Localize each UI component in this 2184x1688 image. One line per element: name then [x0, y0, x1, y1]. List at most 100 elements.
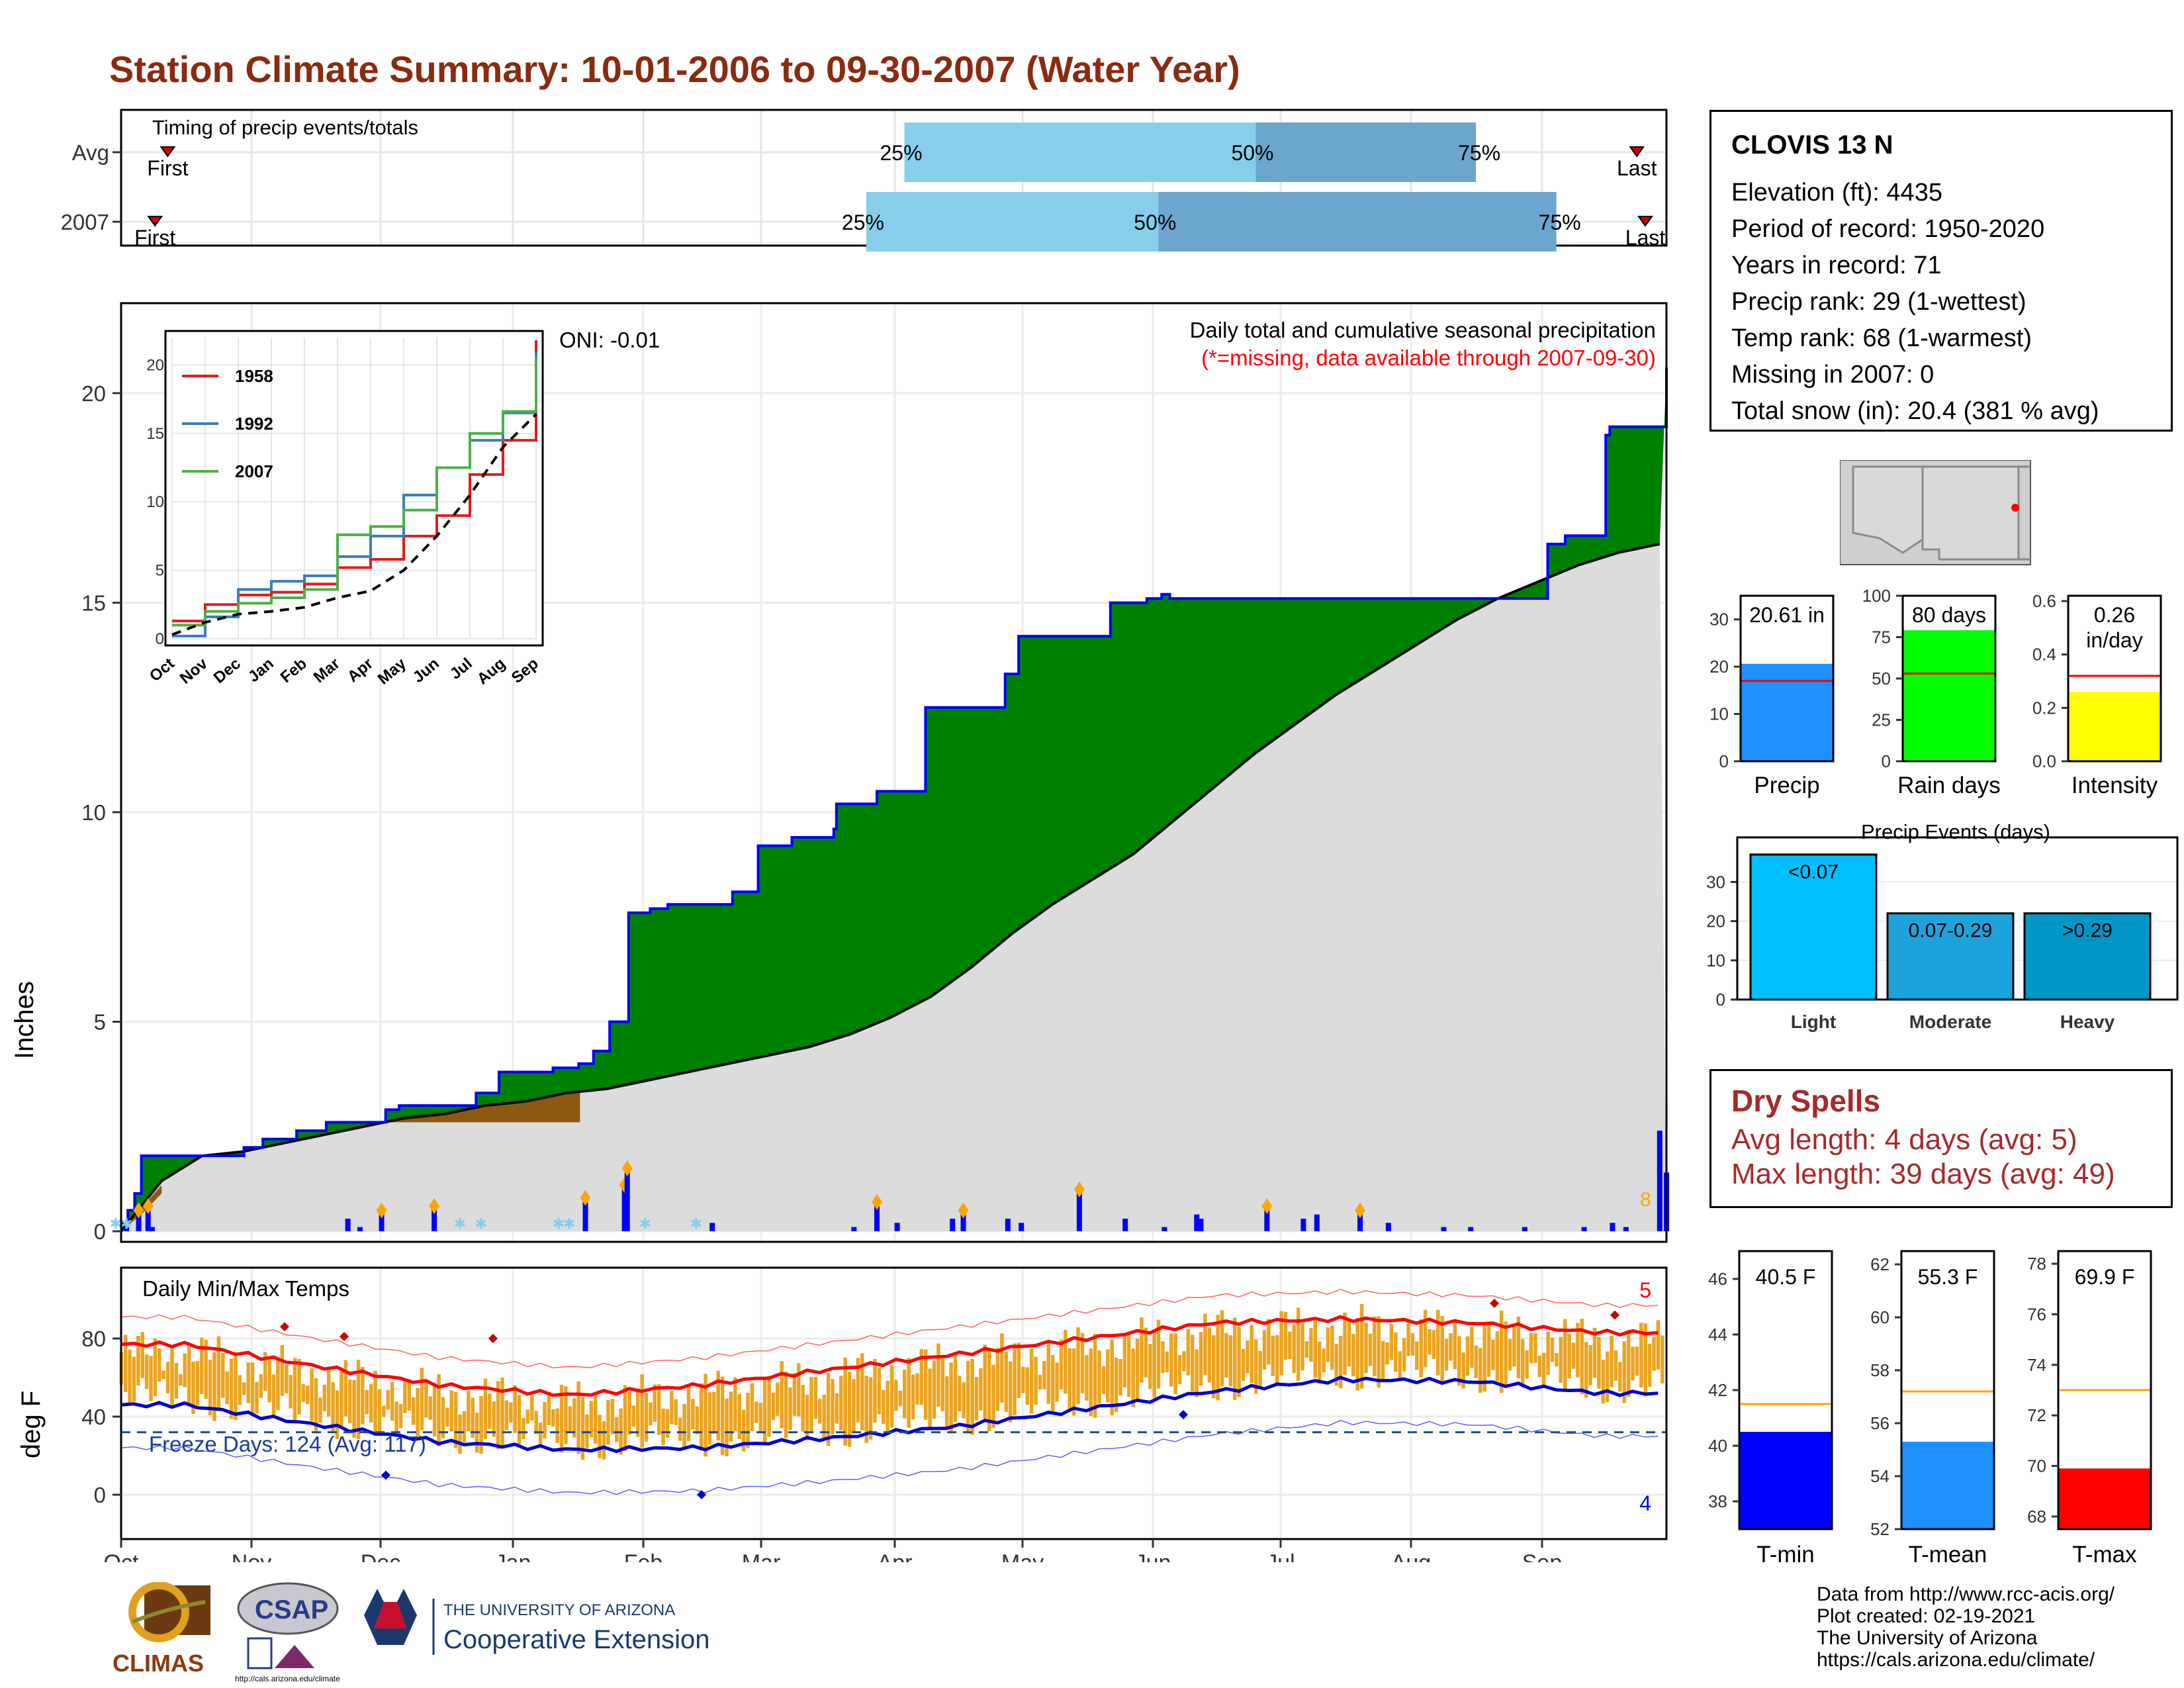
daily-temp-bar [644, 1392, 649, 1442]
daily-precip-bar [960, 1210, 966, 1231]
daily-temp-bar [1588, 1344, 1592, 1385]
daily-precip-bar [1357, 1210, 1363, 1231]
daily-temp-bar [522, 1418, 525, 1439]
daily-temp-bar [496, 1381, 500, 1450]
daily-temp-bar [386, 1389, 390, 1410]
daily-temp-bar [1610, 1335, 1614, 1387]
daily-temp-bar [1000, 1333, 1004, 1403]
y-tick-label: 30 [1709, 610, 1729, 630]
daily-temp-bar [1359, 1303, 1364, 1389]
station-marker [2011, 504, 2019, 512]
daily-temp-bar [1516, 1316, 1521, 1379]
daily-temp-bar [1071, 1348, 1076, 1416]
summary-bar [1903, 629, 1995, 761]
daily-temp-bar [1080, 1333, 1085, 1393]
daily-temp-bar [1546, 1331, 1550, 1375]
y-tick-label: 10 [1709, 704, 1729, 724]
daily-temp-bar [776, 1382, 780, 1416]
y-tick-label: 70 [2027, 1456, 2046, 1476]
station-line: Temp rank: 68 (1-warmest) [1731, 324, 2032, 352]
temp-summary-bar [2058, 1468, 2151, 1529]
daily-temp-bar [1258, 1350, 1262, 1387]
daily-temp-bar [1377, 1316, 1381, 1388]
daily-temp-bar [1148, 1344, 1152, 1389]
daily-temp-bar [1368, 1333, 1373, 1366]
daily-temp-bar [949, 1362, 953, 1434]
legend-label: 2007 [235, 461, 273, 481]
daily-temp-bar [356, 1360, 361, 1439]
daily-temp-bar [1118, 1359, 1122, 1396]
daily-temp-bar [271, 1374, 276, 1415]
daily-temp-bar [263, 1352, 267, 1391]
daily-temp-bar [1508, 1338, 1512, 1371]
y-tick-label: 0 [94, 1483, 106, 1507]
daily-temp-bar [691, 1399, 695, 1430]
snow-marker [133, 1202, 144, 1219]
daily-temp-bar [670, 1390, 674, 1425]
daily-temp-bar [361, 1367, 365, 1425]
snow-asterisk: ✱ [690, 1215, 702, 1232]
record-min-line [120, 1419, 1659, 1495]
y-tick-label: 68 [2027, 1507, 2046, 1526]
summary-bar [1741, 663, 1833, 761]
y-tick-label: 38 [1708, 1491, 1727, 1511]
daily-temp-bar [500, 1377, 504, 1447]
daily-temp-bar [1537, 1356, 1542, 1378]
summary-label: Precip [1754, 773, 1819, 798]
daily-temp-bar [1089, 1348, 1093, 1417]
temp-ylabel: deg F [17, 1391, 46, 1458]
ua-big-text: Cooperative Extension [443, 1625, 709, 1654]
daily-temp-bar [1571, 1342, 1576, 1369]
daily-temp-bar [1182, 1351, 1186, 1372]
timing-bar-q1 [904, 122, 1256, 182]
daily-temp-bar [517, 1395, 522, 1445]
daily-temp-bar [877, 1368, 882, 1415]
daily-temp-bar [974, 1377, 979, 1421]
daily-temp-bar [1326, 1327, 1330, 1362]
daily-temp-bar [1415, 1341, 1419, 1370]
timing-bar-q1 [866, 192, 1159, 252]
daily-temp-bar [839, 1376, 843, 1430]
daily-temp-bar [1216, 1315, 1220, 1401]
daily-precip-bar [1264, 1206, 1270, 1231]
last-label: Last [1617, 156, 1657, 180]
daily-temp-bar [606, 1400, 610, 1445]
daily-temp-bar [504, 1400, 509, 1430]
daily-temp-bar [369, 1383, 373, 1423]
month-label: Jan [495, 1550, 531, 1562]
daily-precip-bar [1161, 1227, 1167, 1231]
csap-logo: CSAP http://cals.arizona.edu/climate [235, 1582, 340, 1683]
y-tick-label: 40 [81, 1405, 106, 1429]
station-line: Period of record: 1950-2020 [1731, 215, 2045, 243]
daily-temp-bar [343, 1360, 348, 1417]
y-tick-label: 15 [81, 590, 106, 615]
timing-bar-q2 [1158, 192, 1557, 252]
summary-label: Rain days [1897, 773, 2001, 798]
daily-temp-bar [525, 1409, 530, 1424]
daily-temp-bar [276, 1358, 280, 1411]
daily-temp-bar [856, 1358, 860, 1423]
daily-temp-bar [868, 1377, 873, 1440]
daily-temp-bar [326, 1368, 331, 1417]
event-category: Moderate [1909, 1011, 1991, 1032]
daily-temp-bar [158, 1348, 161, 1382]
y-tick-label: 40 [1708, 1436, 1727, 1456]
daily-temp-bar [530, 1395, 534, 1421]
daily-temp-bar [1453, 1319, 1457, 1370]
daily-temp-bar [1520, 1338, 1525, 1388]
daily-temp-bar [1423, 1309, 1428, 1368]
daily-temp-bar [797, 1363, 801, 1417]
y-tick-label: 76 [2027, 1304, 2046, 1324]
daily-precip-bar [1657, 1131, 1662, 1231]
average-cumulative-line [120, 542, 1661, 1233]
summary-bars: 20.61 in 0 10 20 30 Precip 80 days 0 25 50 75 100 Ra… [1709, 586, 2162, 798]
daily-precip-bar [1522, 1227, 1527, 1231]
daily-temp-bar [1246, 1340, 1250, 1374]
event-bar [1749, 853, 1878, 1001]
daily-temp-bar [1004, 1351, 1009, 1413]
daily-temp-bar [1085, 1355, 1089, 1401]
daily-precip-bar [950, 1219, 956, 1231]
daily-temp-bar [1008, 1361, 1013, 1423]
daily-precip-bar [1005, 1219, 1011, 1231]
daily-temp-bar [1652, 1336, 1656, 1371]
